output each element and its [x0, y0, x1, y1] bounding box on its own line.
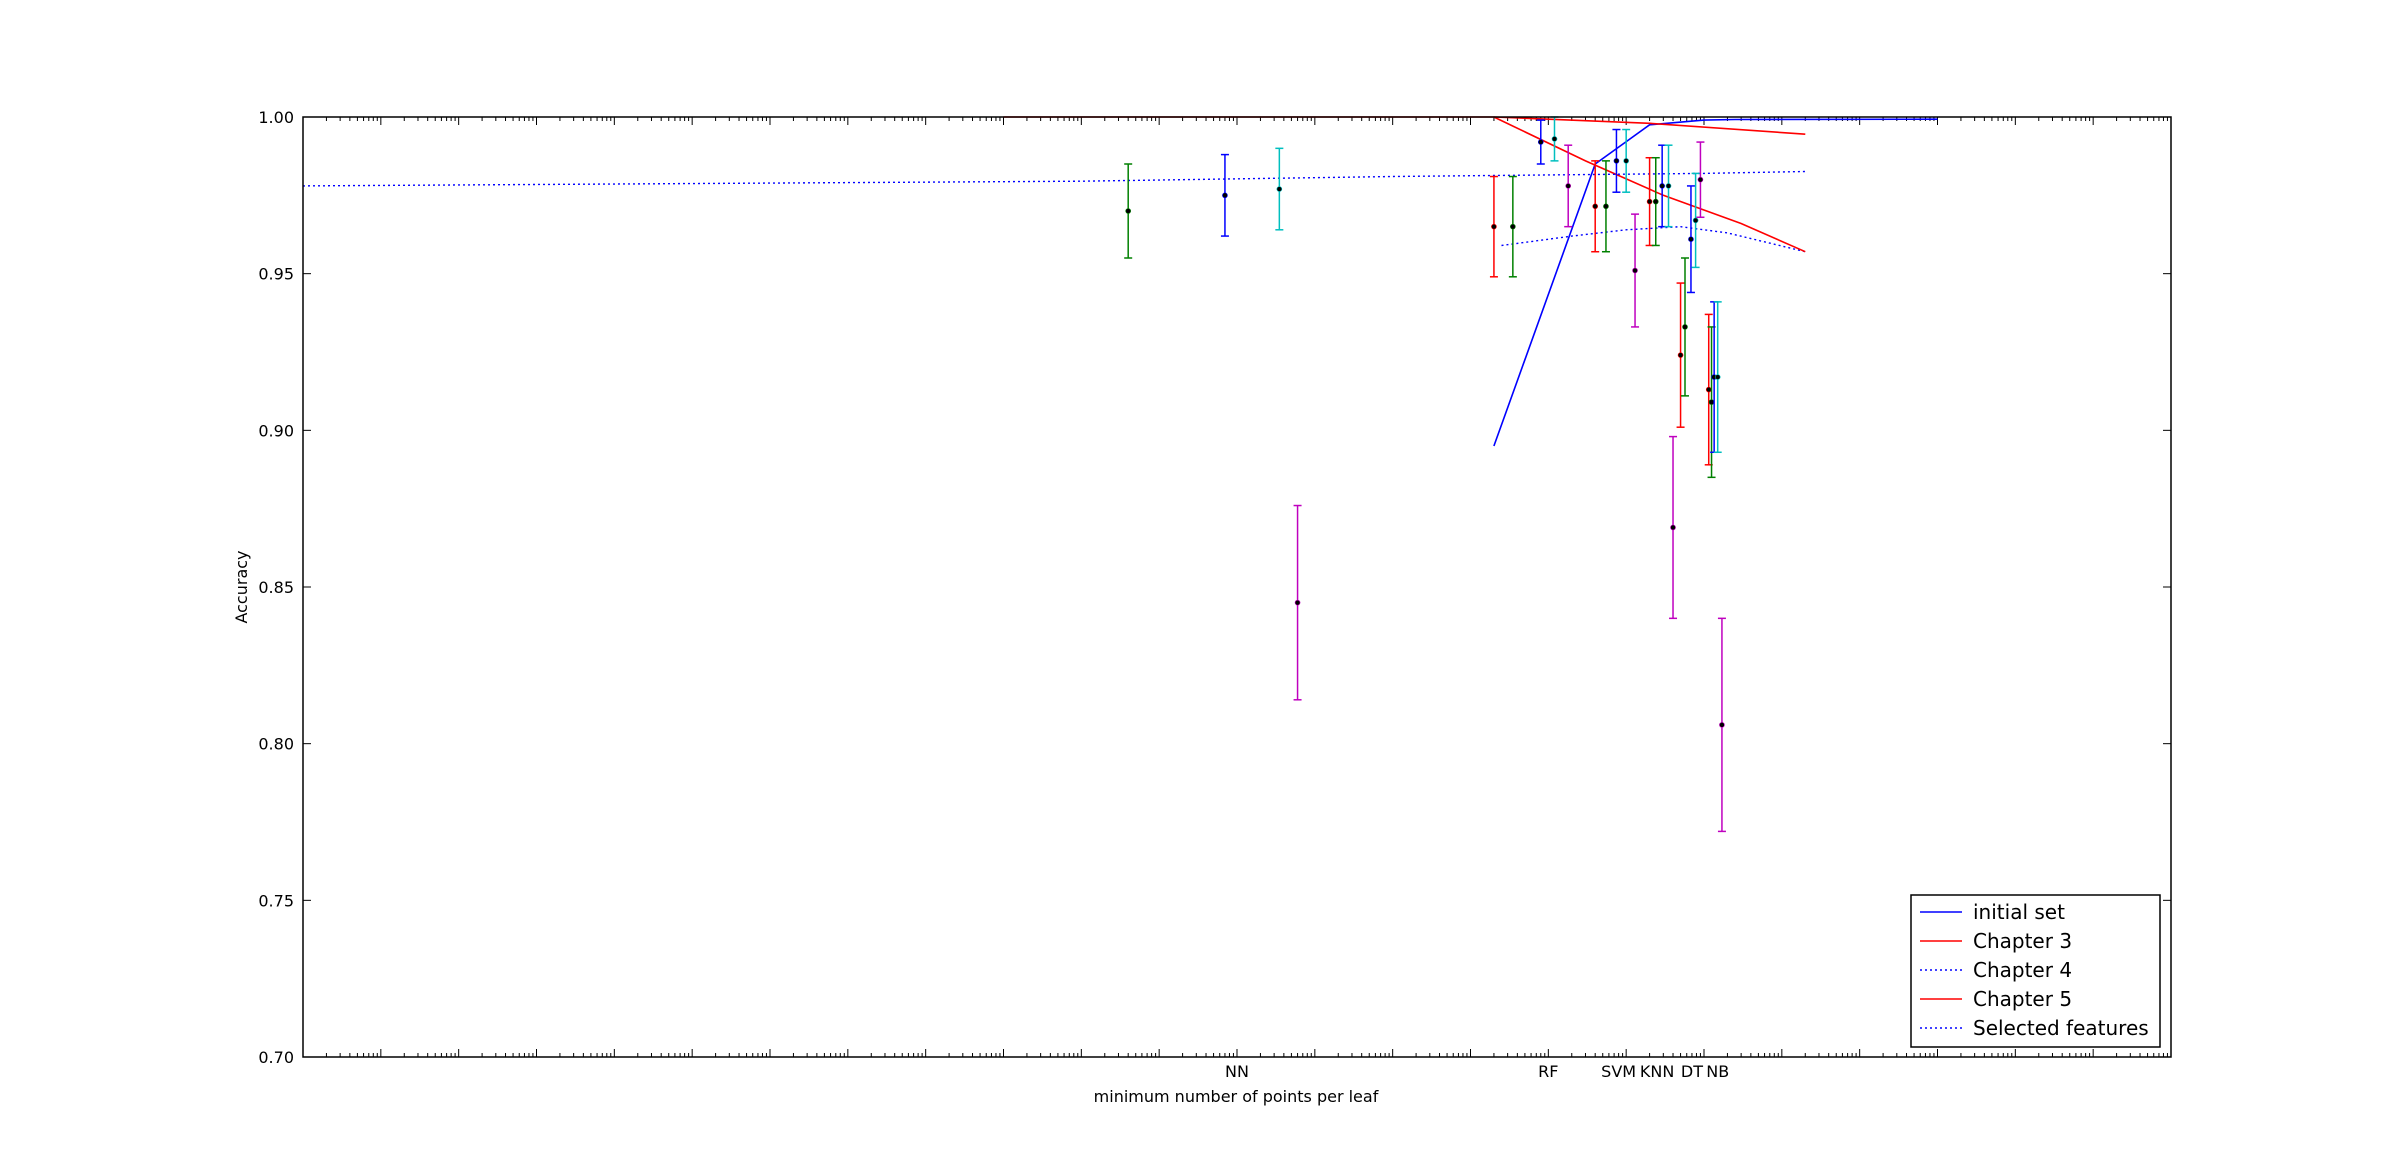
- data-point: [1537, 139, 1544, 145]
- data-point: [1551, 136, 1558, 142]
- x-tick-label: DT: [1681, 1062, 1703, 1081]
- data-point: [1692, 217, 1699, 224]
- data-point: [1632, 267, 1638, 274]
- legend-box: [1910, 894, 2161, 1048]
- x-axis-label: minimum number of points per leaf: [1094, 1087, 1379, 1106]
- legend-label: Selected features: [1973, 1016, 2149, 1040]
- legend-label: Chapter 5: [1973, 987, 2072, 1011]
- y-axis-label: Accuracy: [232, 550, 251, 623]
- y-tick-label: 0.90: [258, 421, 294, 440]
- data-point: [1565, 183, 1572, 189]
- data-point: [1682, 324, 1688, 330]
- x-tick-label: RF: [1538, 1062, 1558, 1081]
- x-tick-label: NN: [1225, 1062, 1249, 1081]
- data-point: [1652, 198, 1659, 205]
- data-point: [1688, 236, 1694, 242]
- y-tick-label: 0.70: [258, 1048, 294, 1067]
- x-tick-label: SVM: [1601, 1062, 1636, 1081]
- series-line: [1501, 225, 1806, 253]
- y-tick-label: 0.95: [258, 265, 294, 284]
- data-point: [1125, 208, 1131, 214]
- y-axis-ticks: 0.70 0.75 0.80 0.85 0.90 0.95 1.00: [258, 108, 2171, 1067]
- legend-label: Chapter 3: [1973, 929, 2072, 953]
- data-point: [1592, 203, 1598, 210]
- data-point: [1613, 158, 1620, 164]
- x-tick-label: NB: [1706, 1062, 1729, 1081]
- data-point: [1714, 374, 1721, 380]
- data-point: [1705, 386, 1712, 393]
- legend-label: initial set: [1973, 900, 2065, 924]
- data-point: [1646, 198, 1653, 205]
- data-point: [1222, 192, 1228, 199]
- y-tick-label: 0.75: [258, 891, 294, 910]
- legend-label: Chapter 4: [1973, 958, 2072, 982]
- y-tick-label: 1.00: [258, 108, 294, 127]
- data-point: [1697, 176, 1704, 183]
- errorbar-layer: [1124, 116, 1726, 833]
- data-point: [1659, 183, 1665, 189]
- y-tick-label: 0.85: [258, 578, 294, 597]
- data-point: [1623, 158, 1629, 164]
- data-point: [1708, 399, 1715, 405]
- data-point: [1677, 352, 1684, 358]
- data-point: [1491, 223, 1497, 230]
- data-point: [1670, 524, 1676, 531]
- data-point: [1603, 203, 1609, 210]
- series-line: [1493, 118, 1938, 447]
- data-point: [1510, 223, 1516, 230]
- y-tick-label: 0.80: [258, 735, 294, 754]
- data-point: [1719, 722, 1725, 728]
- legend-items: initial set Chapter 3 Chapter 4 Chapter 5 Se…: [1920, 900, 2149, 1040]
- legend: initial set Chapter 3 Chapter 4 Chapter 5 Se…: [1910, 894, 2161, 1048]
- x-axis-ticks: NN RF SVM KNN DT NB: [1225, 1062, 1729, 1081]
- data-point: [1665, 183, 1672, 189]
- data-point: [1276, 186, 1283, 192]
- x-tick-label: KNN: [1640, 1062, 1674, 1081]
- data-point: [1294, 599, 1301, 606]
